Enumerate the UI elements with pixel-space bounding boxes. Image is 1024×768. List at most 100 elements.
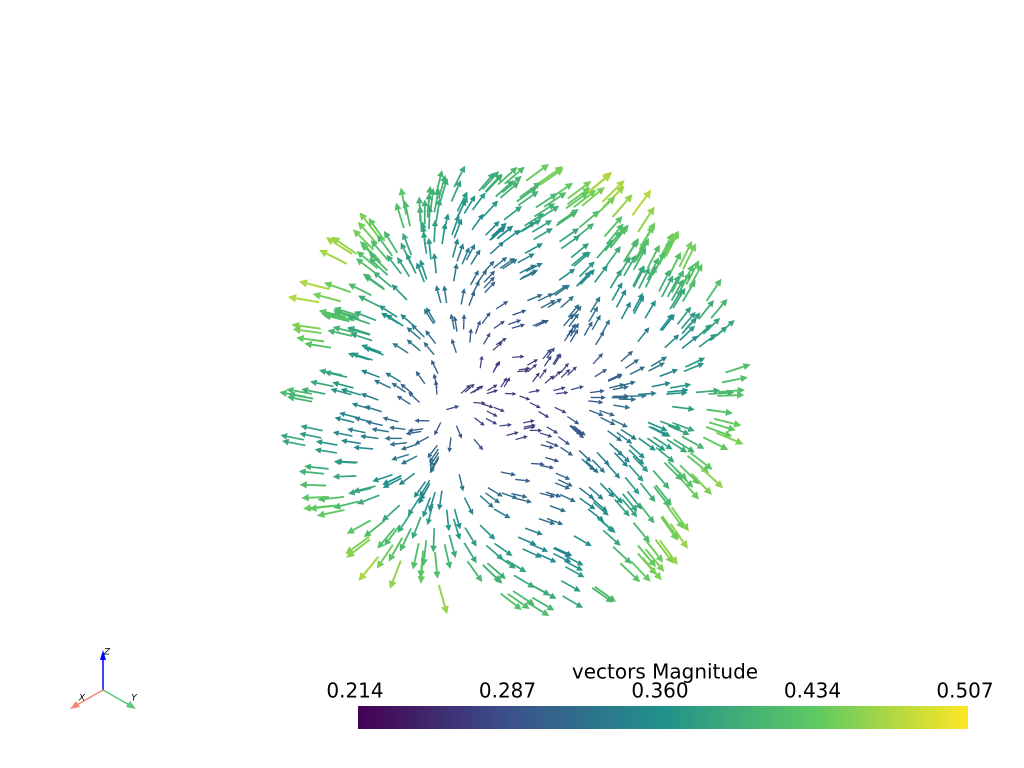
glyph-head: [546, 603, 555, 611]
glyph-head: [335, 458, 342, 465]
glyph-head: [585, 271, 592, 278]
glyph-shaft: [358, 485, 376, 492]
glyph-head: [707, 300, 715, 308]
glyph-shaft: [524, 527, 538, 534]
glyph-shaft: [646, 437, 661, 448]
glyph-head: [569, 497, 576, 502]
glyph-head: [695, 263, 703, 272]
glyph-shaft: [713, 417, 735, 425]
glyph-shaft: [569, 425, 578, 433]
glyph-head: [589, 465, 595, 471]
glyph-shaft: [644, 271, 655, 288]
glyph-head: [658, 444, 666, 451]
glyph-shaft: [614, 499, 627, 513]
glyph-head: [637, 474, 644, 482]
glyph-head: [493, 389, 499, 394]
glyph-head: [525, 478, 531, 483]
glyph-head: [304, 341, 313, 349]
glyph-head: [369, 257, 377, 266]
glyph-shaft: [650, 358, 663, 367]
glyph-head: [671, 368, 679, 375]
glyph-shaft: [570, 424, 580, 433]
glyph-head: [315, 439, 323, 446]
glyph-head: [589, 503, 596, 510]
glyph-shaft: [353, 354, 370, 361]
glyph-shaft: [451, 243, 458, 258]
glyph-head: [391, 284, 399, 291]
glyph-shaft: [449, 437, 452, 448]
glyph-head: [700, 465, 710, 474]
glyph-shaft: [363, 297, 381, 308]
glyph-shaft: [552, 287, 564, 296]
glyph-head: [609, 420, 616, 426]
glyph-head: [720, 298, 728, 307]
glyph-head: [591, 210, 600, 218]
glyph-head: [476, 320, 481, 326]
glyph-shaft: [431, 448, 439, 459]
glyph-head: [656, 563, 665, 572]
glyph-shaft: [708, 391, 728, 395]
glyph-shaft: [524, 216, 540, 227]
glyph-head: [679, 287, 686, 296]
glyph-shaft: [481, 315, 489, 324]
glyph-shaft: [660, 516, 675, 535]
glyph-head: [572, 366, 577, 371]
glyph-head: [635, 502, 642, 510]
glyph-shaft: [393, 427, 406, 430]
glyph-head: [522, 493, 528, 499]
glyph-head: [541, 546, 549, 553]
glyph-shaft: [486, 410, 495, 416]
glyph-shaft: [594, 585, 611, 599]
glyph-head: [664, 239, 672, 249]
glyph-shaft: [418, 267, 426, 283]
glyph-shaft: [522, 548, 537, 556]
glyph-head: [567, 451, 573, 456]
glyph-shaft: [560, 298, 571, 309]
y-arrow: [126, 701, 136, 709]
glyph-head: [502, 337, 507, 342]
glyph-shaft: [527, 360, 535, 366]
glyph-head: [549, 557, 557, 563]
glyph-shaft: [573, 535, 587, 544]
glyph-shaft: [310, 466, 329, 470]
glyph-head: [547, 355, 552, 361]
glyph-shaft: [391, 560, 402, 582]
glyph-head: [681, 522, 689, 532]
glyph-shaft: [496, 229, 510, 240]
glyph-head: [536, 404, 541, 408]
glyph-shaft: [698, 304, 711, 320]
glyph-shaft: [661, 280, 671, 298]
glyph-head: [568, 295, 574, 302]
glyph-shaft: [628, 444, 642, 456]
glyph-shaft: [591, 498, 604, 509]
glyph-shaft: [539, 492, 551, 497]
glyph-shaft: [537, 294, 550, 302]
glyph-head: [503, 301, 509, 306]
glyph-shaft: [684, 316, 697, 330]
glyph-head: [556, 370, 562, 376]
glyph-head: [573, 585, 581, 592]
glyph-shaft: [545, 456, 555, 461]
glyph-shaft: [460, 387, 468, 394]
glyph-head: [353, 310, 362, 318]
glyph-shaft: [518, 368, 527, 371]
glyph-head: [357, 221, 366, 231]
glyph-shaft: [565, 566, 580, 576]
glyph-head: [621, 422, 628, 428]
glyph-shaft: [486, 390, 495, 395]
glyph-shaft: [555, 392, 565, 395]
glyph-shaft: [524, 245, 539, 255]
glyph-head: [642, 573, 651, 582]
glyph-shaft: [351, 538, 371, 554]
glyph-shaft: [298, 324, 321, 330]
glyph-head: [420, 494, 426, 501]
glyph-head: [442, 285, 448, 291]
glyph-shaft: [661, 515, 676, 534]
glyph-shaft: [588, 310, 596, 323]
glyph-shaft: [606, 463, 617, 476]
glyph-shaft: [305, 433, 322, 439]
glyph-head: [599, 388, 605, 394]
glyph-shaft: [381, 527, 396, 544]
